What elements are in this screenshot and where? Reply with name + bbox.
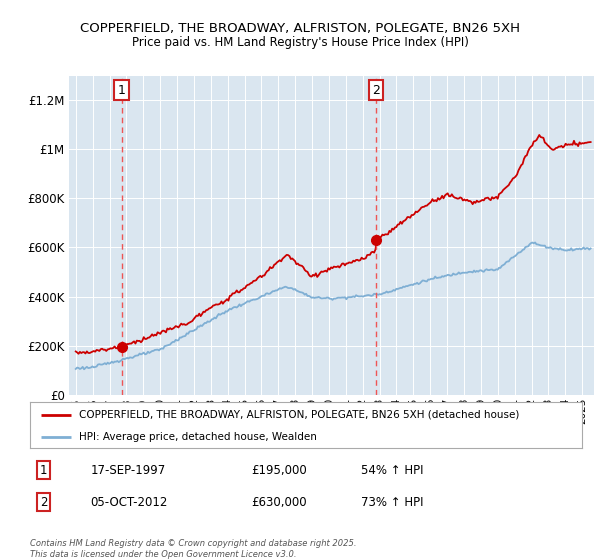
Text: 1: 1 [118,83,125,96]
Text: Price paid vs. HM Land Registry's House Price Index (HPI): Price paid vs. HM Land Registry's House … [131,36,469,49]
Text: £630,000: £630,000 [251,496,307,509]
Text: 05-OCT-2012: 05-OCT-2012 [91,496,168,509]
Text: COPPERFIELD, THE BROADWAY, ALFRISTON, POLEGATE, BN26 5XH: COPPERFIELD, THE BROADWAY, ALFRISTON, PO… [80,22,520,35]
Text: HPI: Average price, detached house, Wealden: HPI: Average price, detached house, Weal… [79,432,316,441]
Text: 1: 1 [40,464,47,477]
Text: £195,000: £195,000 [251,464,307,477]
Text: 17-SEP-1997: 17-SEP-1997 [91,464,166,477]
Text: 2: 2 [40,496,47,509]
Text: 54% ↑ HPI: 54% ↑ HPI [361,464,424,477]
Text: 2: 2 [372,83,380,96]
Text: 73% ↑ HPI: 73% ↑ HPI [361,496,424,509]
Text: COPPERFIELD, THE BROADWAY, ALFRISTON, POLEGATE, BN26 5XH (detached house): COPPERFIELD, THE BROADWAY, ALFRISTON, PO… [79,410,519,420]
Text: Contains HM Land Registry data © Crown copyright and database right 2025.
This d: Contains HM Land Registry data © Crown c… [30,539,356,559]
